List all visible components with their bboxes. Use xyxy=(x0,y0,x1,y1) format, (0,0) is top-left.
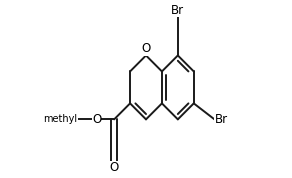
Text: O: O xyxy=(141,43,151,56)
Text: Br: Br xyxy=(214,113,227,126)
Text: O: O xyxy=(110,161,119,174)
Text: O: O xyxy=(92,113,101,126)
Text: Br: Br xyxy=(171,4,185,17)
Text: methyl: methyl xyxy=(44,114,78,124)
